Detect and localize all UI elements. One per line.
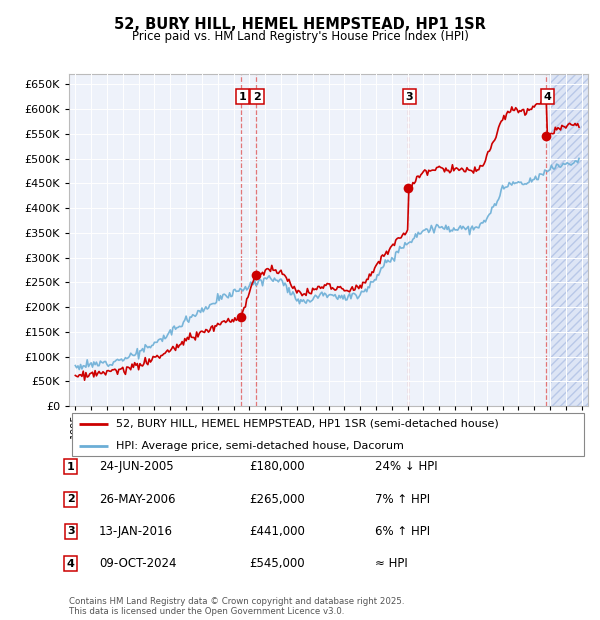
Text: 3: 3 bbox=[67, 526, 74, 536]
Text: Price paid vs. HM Land Registry's House Price Index (HPI): Price paid vs. HM Land Registry's House … bbox=[131, 30, 469, 43]
Text: HPI: Average price, semi-detached house, Dacorum: HPI: Average price, semi-detached house,… bbox=[116, 441, 404, 451]
Text: £180,000: £180,000 bbox=[249, 461, 305, 473]
Text: £545,000: £545,000 bbox=[249, 557, 305, 570]
Text: 52, BURY HILL, HEMEL HEMPSTEAD, HP1 1SR (semi-detached house): 52, BURY HILL, HEMEL HEMPSTEAD, HP1 1SR … bbox=[116, 418, 499, 428]
Text: ≈ HPI: ≈ HPI bbox=[375, 557, 408, 570]
Text: 1: 1 bbox=[67, 462, 74, 472]
Text: 52, BURY HILL, HEMEL HEMPSTEAD, HP1 1SR: 52, BURY HILL, HEMEL HEMPSTEAD, HP1 1SR bbox=[114, 17, 486, 32]
Text: 09-OCT-2024: 09-OCT-2024 bbox=[99, 557, 176, 570]
Text: 2: 2 bbox=[67, 494, 74, 504]
Text: 7% ↑ HPI: 7% ↑ HPI bbox=[375, 493, 430, 505]
FancyBboxPatch shape bbox=[71, 413, 584, 456]
Bar bbox=[550, 74, 600, 406]
Text: 26-MAY-2006: 26-MAY-2006 bbox=[99, 493, 176, 505]
Text: 24% ↓ HPI: 24% ↓ HPI bbox=[375, 461, 437, 473]
Text: 2: 2 bbox=[253, 92, 261, 102]
Text: £265,000: £265,000 bbox=[249, 493, 305, 505]
Text: 13-JAN-2016: 13-JAN-2016 bbox=[99, 525, 173, 538]
Text: 1: 1 bbox=[239, 92, 246, 102]
Text: 4: 4 bbox=[67, 559, 75, 569]
Text: Contains HM Land Registry data © Crown copyright and database right 2025.
This d: Contains HM Land Registry data © Crown c… bbox=[69, 597, 404, 616]
Text: £441,000: £441,000 bbox=[249, 525, 305, 538]
Text: 3: 3 bbox=[406, 92, 413, 102]
Text: 6% ↑ HPI: 6% ↑ HPI bbox=[375, 525, 430, 538]
Bar bbox=[550, 74, 600, 406]
Text: 4: 4 bbox=[544, 92, 551, 102]
Text: 24-JUN-2005: 24-JUN-2005 bbox=[99, 461, 173, 473]
